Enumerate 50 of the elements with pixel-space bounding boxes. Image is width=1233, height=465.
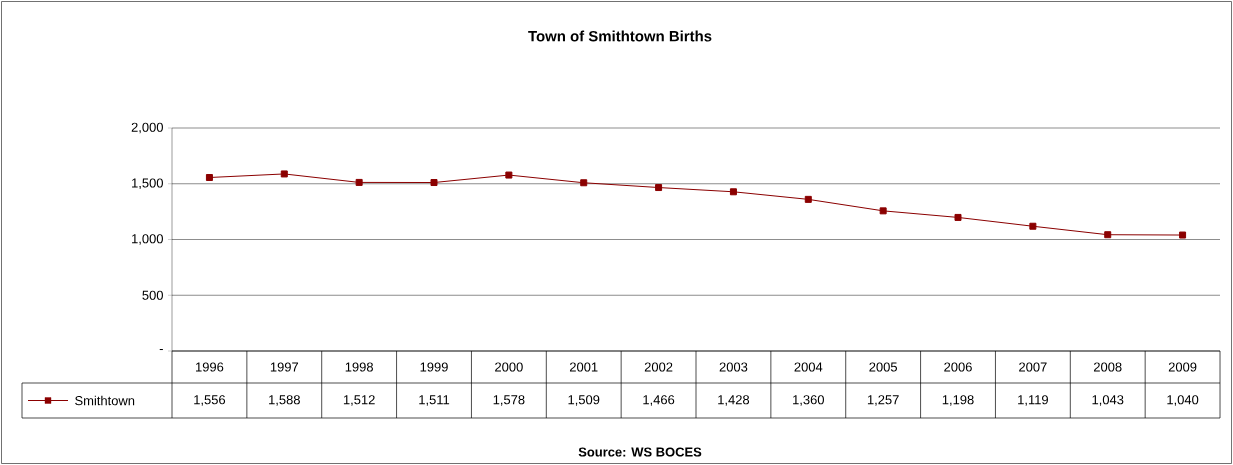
y-tick-label: 1,000	[132, 234, 163, 245]
x-tick-label: 2008	[1093, 362, 1122, 372]
data-label: 1,512	[343, 395, 375, 406]
point	[1179, 231, 1187, 239]
point	[280, 170, 288, 178]
data-label: 1,360	[793, 395, 824, 406]
x-tick-label: 1998	[345, 362, 373, 372]
point	[729, 188, 737, 196]
point	[430, 179, 438, 187]
x-tick-label: 1997	[270, 362, 299, 372]
x-tick-label: 2000	[495, 362, 523, 372]
point	[804, 195, 812, 203]
data-label: 1,509	[568, 395, 600, 406]
x-tick-label: 2003	[719, 362, 748, 372]
x-tick-label: 1996	[196, 362, 224, 372]
x-tick-label: 2002	[644, 362, 673, 372]
data-label: 1,511	[419, 395, 450, 406]
data-label: 1,578	[493, 395, 525, 406]
point	[580, 179, 588, 187]
point	[1029, 222, 1037, 230]
data-label: 1,040	[1167, 395, 1199, 406]
chart-title: Town of Smithtown Births	[528, 30, 712, 42]
x-tick-label: 2004	[794, 362, 823, 372]
data-label: 1,428	[718, 395, 750, 406]
data-label: 1,257	[867, 395, 899, 406]
point	[355, 178, 363, 186]
y-tick-label: 500	[142, 290, 163, 300]
source-note: Source: WS BOCES	[578, 447, 702, 457]
x-tick-label: 1999	[420, 362, 448, 372]
legend-label: Smithtown	[75, 395, 135, 406]
point	[1104, 231, 1112, 239]
data-label: 1,043	[1092, 395, 1124, 406]
x-tick-label: 2006	[944, 362, 972, 372]
x-tick-label: 2007	[1019, 362, 1047, 372]
point	[655, 184, 663, 192]
data-label: 1,198	[942, 395, 974, 406]
y-tick-label: -	[159, 349, 163, 351]
data-label: 1,588	[269, 395, 300, 406]
point	[505, 171, 513, 179]
data-label: 1,556	[194, 395, 226, 406]
y-tick-label: 2,000	[131, 122, 163, 134]
y-tick-label: 1,500	[132, 178, 163, 190]
point	[954, 213, 962, 221]
data-label: 1,466	[643, 395, 675, 406]
x-tick-label: 2009	[1168, 362, 1197, 372]
x-tick-label: 2001	[569, 362, 598, 372]
point	[879, 207, 887, 215]
point	[205, 174, 213, 182]
x-tick-label: 2005	[869, 362, 897, 372]
data-label: 1,119	[1018, 395, 1048, 406]
